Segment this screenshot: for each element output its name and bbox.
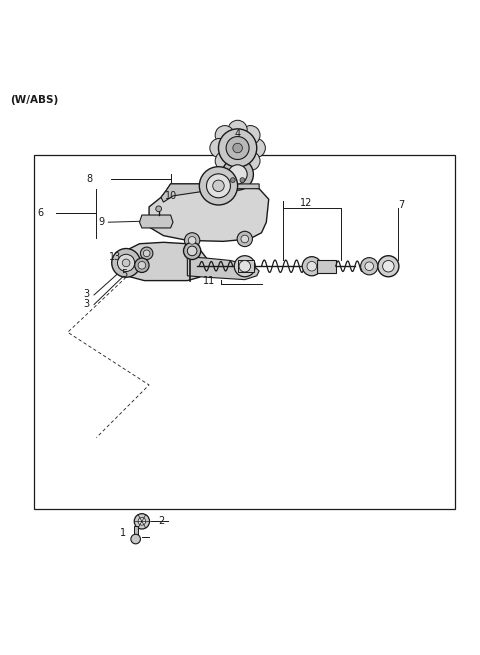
Circle shape	[226, 136, 249, 160]
Circle shape	[213, 180, 224, 191]
Text: 3: 3	[83, 289, 89, 299]
Circle shape	[134, 514, 150, 529]
Circle shape	[206, 174, 230, 198]
Polygon shape	[149, 184, 269, 241]
Circle shape	[228, 121, 247, 140]
Circle shape	[241, 235, 249, 243]
Circle shape	[138, 517, 146, 525]
Text: 4: 4	[235, 128, 240, 139]
Circle shape	[307, 261, 317, 271]
Circle shape	[215, 126, 234, 145]
Circle shape	[218, 129, 257, 167]
Circle shape	[118, 254, 135, 272]
Circle shape	[365, 262, 373, 271]
Circle shape	[234, 255, 255, 277]
Circle shape	[138, 261, 146, 269]
Circle shape	[187, 246, 197, 255]
Circle shape	[188, 236, 196, 244]
Text: 9: 9	[98, 217, 104, 227]
Text: 11: 11	[203, 276, 215, 286]
Circle shape	[112, 248, 141, 277]
Circle shape	[239, 261, 251, 272]
Circle shape	[122, 259, 130, 267]
Text: 6: 6	[37, 208, 43, 217]
Text: 10: 10	[165, 191, 177, 201]
Circle shape	[184, 233, 200, 248]
Circle shape	[246, 138, 265, 158]
Bar	[134, 526, 138, 538]
Text: 3: 3	[83, 299, 89, 309]
Circle shape	[144, 250, 150, 257]
Bar	[34, 155, 456, 510]
Circle shape	[230, 178, 235, 183]
Circle shape	[378, 255, 399, 277]
Circle shape	[228, 165, 247, 184]
Circle shape	[183, 242, 201, 259]
Text: (W/ABS): (W/ABS)	[10, 96, 59, 105]
Text: 2: 2	[158, 516, 164, 527]
Polygon shape	[238, 260, 254, 272]
Circle shape	[222, 159, 253, 190]
Circle shape	[141, 247, 153, 259]
Circle shape	[237, 231, 252, 247]
Polygon shape	[140, 215, 173, 228]
Circle shape	[131, 534, 141, 544]
Circle shape	[240, 178, 245, 183]
Text: 1: 1	[120, 529, 126, 538]
Circle shape	[233, 143, 242, 153]
Polygon shape	[121, 242, 209, 280]
Text: 8: 8	[86, 174, 92, 184]
Polygon shape	[317, 259, 336, 273]
Text: 7: 7	[399, 200, 405, 210]
Polygon shape	[187, 257, 259, 280]
Circle shape	[215, 151, 234, 170]
Circle shape	[199, 166, 238, 205]
Text: 13: 13	[108, 252, 121, 261]
Circle shape	[228, 157, 247, 176]
Circle shape	[302, 257, 322, 276]
Circle shape	[360, 257, 378, 275]
Circle shape	[241, 126, 260, 145]
Text: 12: 12	[300, 198, 312, 208]
Polygon shape	[161, 184, 259, 202]
Circle shape	[135, 258, 149, 272]
Circle shape	[241, 151, 260, 170]
Text: 5: 5	[121, 269, 127, 279]
Circle shape	[156, 206, 161, 212]
Circle shape	[210, 138, 229, 158]
Circle shape	[383, 261, 394, 272]
